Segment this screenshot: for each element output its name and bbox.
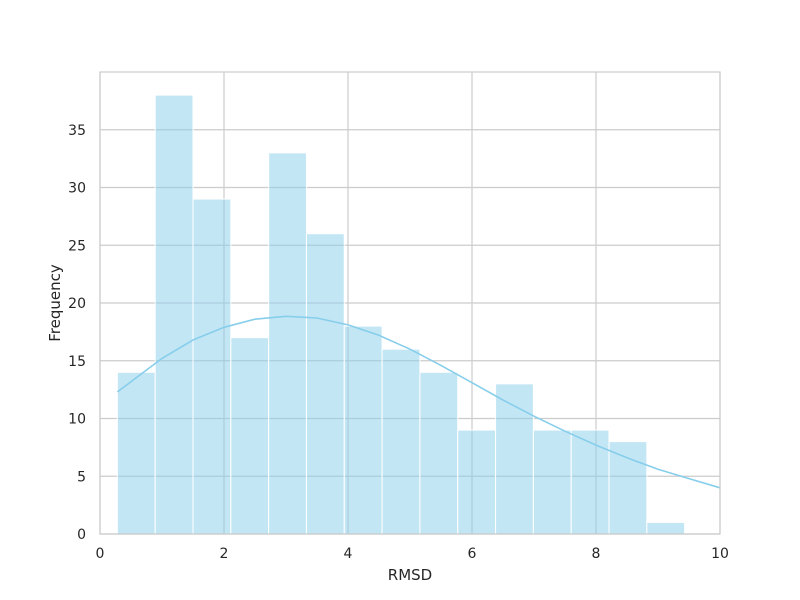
histogram-bar-4 [268,152,307,535]
histogram-bar-12 [570,429,610,535]
y-tick-label-0: 0 [77,527,86,543]
histogram-bar-1 [154,94,194,535]
y-tick-label-7: 35 [68,123,86,139]
histogram-bar-13 [608,441,648,535]
histogram-bar-5 [305,233,345,535]
y-tick-label-5: 25 [68,238,86,254]
x-tick-label-5: 10 [711,546,729,562]
y-tick-label-1: 5 [77,469,86,485]
y-axis-ticks: 0 5 10 15 20 25 30 35 [68,123,86,543]
histogram-bar-11 [532,429,572,535]
histogram-bar-2 [192,198,232,535]
x-axis-label: RMSD [388,566,432,584]
x-tick-label-2: 4 [344,546,353,562]
y-tick-label-3: 15 [68,354,86,370]
histogram-bar-14 [646,521,686,535]
histogram-bar-3 [230,337,270,535]
histogram-bar-10 [495,383,534,535]
histogram-bar-0 [116,371,156,535]
x-tick-label-0: 0 [96,546,105,562]
histogram-bar-7 [381,348,421,535]
x-tick-label-1: 2 [220,546,229,562]
y-tick-label-2: 10 [68,412,86,428]
x-tick-label-4: 8 [592,546,601,562]
histogram-bar-6 [343,325,383,535]
kde-curve [116,315,721,489]
plot-frame [99,71,721,535]
x-tick-label-3: 6 [468,546,477,562]
y-axis-label: Frequency [46,264,64,342]
histogram-bar-9 [457,429,497,535]
histogram-bar-8 [419,371,459,535]
y-tick-label-6: 30 [68,181,86,197]
y-tick-label-4: 20 [68,296,86,312]
histogram-bars [116,94,686,535]
x-axis-ticks: 0 2 4 6 8 10 [96,546,729,562]
